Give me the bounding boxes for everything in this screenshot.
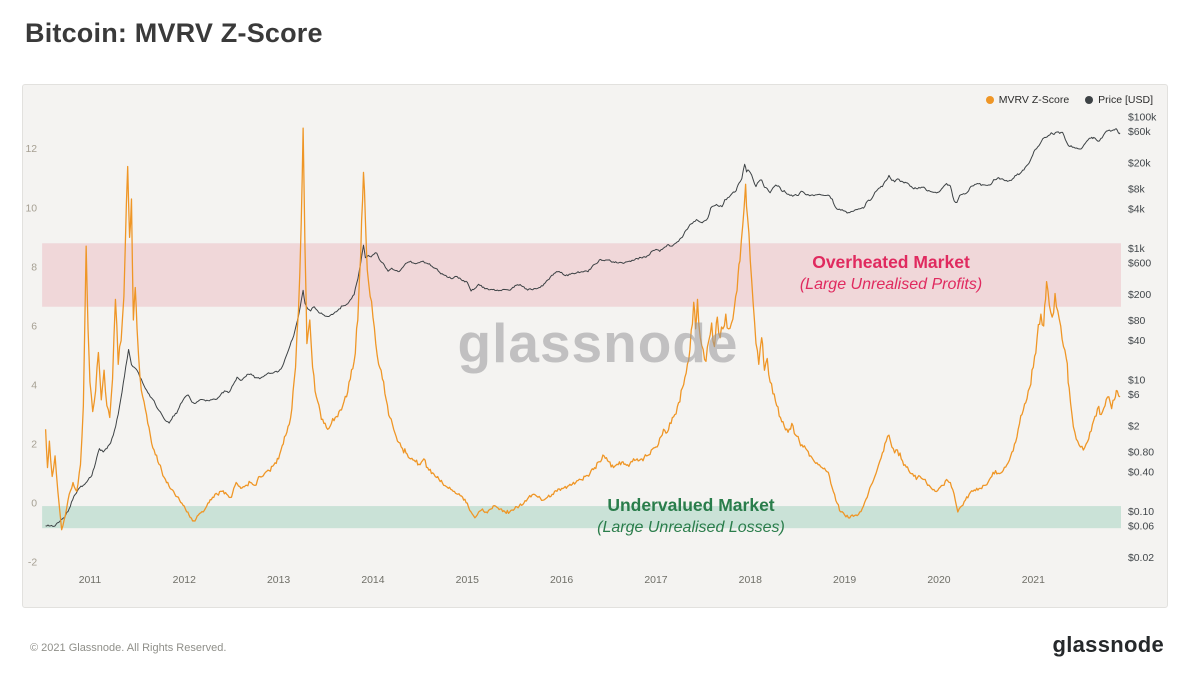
right-axis-tick-label: $0.06 xyxy=(1128,521,1154,532)
right-axis-tick-label: $100k xyxy=(1128,112,1157,123)
left-axis-tick-label: 6 xyxy=(31,321,37,332)
chart-legend: MVRV Z-Score Price [USD] xyxy=(985,94,1153,106)
right-axis-tick-label: $0.02 xyxy=(1128,553,1154,564)
chart-panel: -2 0 2 4 6 8 10 12 $100k $60k $20k $8k $4k $1k $600 $20… xyxy=(22,84,1168,608)
price-series-dot-icon xyxy=(1085,96,1094,104)
x-axis-tick-label: 2015 xyxy=(456,575,479,586)
undervalued-band xyxy=(42,506,1121,529)
chart-svg[interactable]: -2 0 2 4 6 8 10 12 $100k $60k $20k $8k $4k $1k $600 $20… xyxy=(23,85,1167,607)
right-axis-tick-label: $8k xyxy=(1128,184,1146,195)
x-axis-tick-label: 2012 xyxy=(173,575,196,586)
glassnode-logo: glassnode xyxy=(1052,632,1164,657)
left-axis-tick-label: 12 xyxy=(26,144,38,155)
right-axis-tick-label: $1k xyxy=(1128,244,1146,255)
right-axis-tick-label: $200 xyxy=(1128,290,1151,301)
right-axis-tick-label: $60k xyxy=(1128,127,1151,138)
x-axis-tick-label: 2011 xyxy=(79,575,102,586)
legend-label-price: Price [USD] xyxy=(1098,94,1153,106)
right-axis-tick-label: $0.80 xyxy=(1128,447,1154,458)
x-axis-tick-label: 2014 xyxy=(361,575,384,586)
right-axis-tick-label: $6 xyxy=(1128,390,1140,401)
right-axis-tick-label: $2 xyxy=(1128,421,1140,432)
x-axis-tick-label: 2013 xyxy=(267,575,290,586)
left-axis-tick-label: 8 xyxy=(31,262,37,273)
right-axis-tick-label: $0.10 xyxy=(1128,507,1154,518)
footer-copyright: © 2021 Glassnode. All Rights Reserved. xyxy=(30,642,227,654)
x-axis-tick-label: 2018 xyxy=(739,575,762,586)
x-axis-tick-label: 2021 xyxy=(1022,575,1045,586)
right-axis-tick-label: $600 xyxy=(1128,258,1151,269)
x-axis-tick-label: 2019 xyxy=(833,575,856,586)
series-line-price xyxy=(45,128,1121,527)
overheated-band xyxy=(42,243,1121,307)
mvrv-series-dot-icon xyxy=(985,96,994,104)
right-axis-tick-label: $40 xyxy=(1128,336,1146,347)
right-axis-tick-label: $80 xyxy=(1128,316,1146,327)
left-axis-tick-label: -2 xyxy=(28,558,37,569)
series-line-mvrv xyxy=(44,127,1121,531)
left-axis-tick-label: 0 xyxy=(31,499,37,510)
left-axis-tick-label: 2 xyxy=(31,440,37,451)
legend-item-mvrv[interactable]: MVRV Z-Score xyxy=(985,94,1070,106)
x-axis-tick-label: 2020 xyxy=(927,575,950,586)
legend-label-mvrv: MVRV Z-Score xyxy=(998,94,1070,106)
legend-item-price[interactable]: Price [USD] xyxy=(1085,94,1153,106)
right-axis-tick-label: $0.40 xyxy=(1128,467,1154,478)
right-axis-tick-label: $10 xyxy=(1128,375,1146,386)
right-axis-tick-label: $20k xyxy=(1128,158,1151,169)
x-axis-tick-label: 2017 xyxy=(644,575,667,586)
left-axis-tick-label: 10 xyxy=(26,203,38,214)
right-axis-tick-label: $4k xyxy=(1128,204,1146,215)
x-axis-tick-label: 2016 xyxy=(550,575,573,586)
left-axis-tick-label: 4 xyxy=(31,380,37,391)
page-title: Bitcoin: MVRV Z-Score xyxy=(25,18,323,48)
